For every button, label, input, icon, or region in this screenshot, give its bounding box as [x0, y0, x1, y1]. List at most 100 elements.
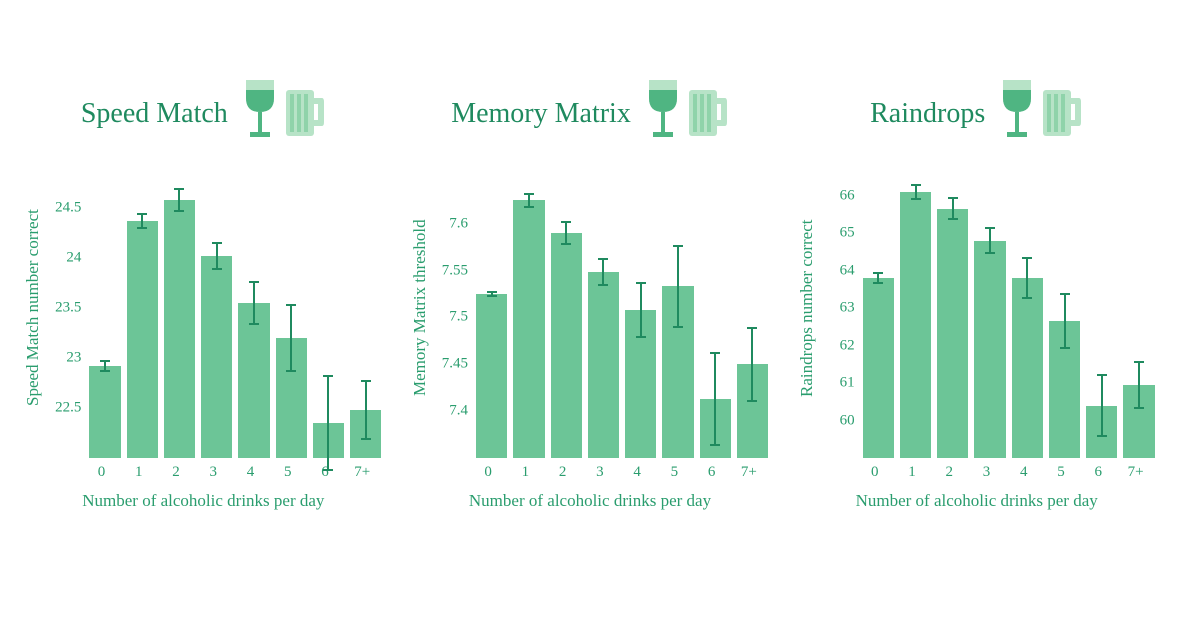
y-tick: 62 [840, 337, 855, 354]
bar [350, 410, 381, 458]
error-bar [1101, 374, 1103, 438]
bar [974, 241, 1005, 459]
error-bar [952, 197, 954, 220]
x-tick: 5 [1045, 464, 1076, 481]
error-bar [178, 188, 180, 212]
panel-title: Memory Matrix [451, 98, 631, 140]
panel-header: Raindrops [870, 60, 1083, 140]
y-tick: 61 [840, 375, 855, 392]
error-bar [1026, 257, 1028, 298]
x-tick: 3 [971, 464, 1002, 481]
x-tick: 6 [309, 464, 340, 481]
x-tick: 1 [510, 464, 541, 481]
bar [662, 286, 693, 458]
bar [1049, 321, 1080, 458]
error-bar [141, 213, 143, 229]
bar [313, 423, 344, 458]
x-tick: 6 [1083, 464, 1114, 481]
error-bar [565, 221, 567, 245]
error-bar [677, 245, 679, 328]
y-tick: 65 [840, 225, 855, 242]
panel-title: Speed Match [81, 98, 228, 140]
y-axis-label: Speed Match number correct [21, 158, 45, 458]
x-tick: 0 [86, 464, 117, 481]
wine-glass-icon [242, 78, 278, 140]
x-tick: 4 [622, 464, 653, 481]
panel-header: Memory Matrix [451, 60, 729, 140]
x-tick: 2 [934, 464, 965, 481]
chart: Speed Match number correct 22.52323.5242… [21, 158, 385, 511]
bar [164, 200, 195, 458]
error-bar [1138, 361, 1140, 410]
error-bar [216, 242, 218, 270]
y-axis-label: Memory Matrix threshold [408, 158, 432, 458]
bar [900, 192, 931, 458]
error-bar [290, 304, 292, 372]
panel-header: Speed Match [81, 60, 326, 140]
y-tick: 66 [840, 187, 855, 204]
panel-memory-matrix: Memory Matrix Memory Matri [407, 60, 774, 511]
x-axis-label: Number of alcoholic drinks per day [82, 491, 324, 511]
plot-area [859, 158, 1159, 458]
panels-row: Speed Match Speed Match nu [0, 0, 1180, 551]
y-ticks: 60616263646566 [819, 158, 859, 458]
x-tick: 1 [896, 464, 927, 481]
error-bar [1064, 293, 1066, 349]
bars [85, 158, 385, 458]
error-bar [327, 375, 329, 471]
error-bar [989, 227, 991, 253]
y-axis-label: Raindrops number correct [795, 158, 819, 458]
bar [551, 233, 582, 458]
x-ticks: 01234567+ [855, 458, 1155, 481]
bar [476, 294, 507, 458]
x-tick: 6 [696, 464, 727, 481]
bar [737, 364, 768, 458]
bar [201, 256, 232, 458]
y-tick: 23.5 [55, 300, 81, 317]
bars [472, 158, 772, 458]
y-tick: 7.45 [442, 356, 468, 373]
beer-mug-icon [687, 86, 729, 140]
y-tick: 60 [840, 412, 855, 429]
x-ticks: 0123456 7+ [469, 458, 769, 481]
chart: Raindrops number correct 60616263646566 … [795, 158, 1159, 511]
x-axis-label: Number of alcoholic drinks per day [469, 491, 711, 511]
bar [276, 338, 307, 458]
bar [127, 221, 158, 458]
panel-speed-match: Speed Match Speed Match nu [20, 60, 387, 511]
y-tick: 24.5 [55, 200, 81, 217]
beer-mug-icon [1041, 86, 1083, 140]
x-tick: 5 [659, 464, 690, 481]
y-ticks: 22.52323.52424.5 [45, 158, 85, 458]
x-tick: 0 [473, 464, 504, 481]
error-bar [104, 360, 106, 372]
bar [513, 200, 544, 458]
bar [1012, 278, 1043, 458]
wine-glass-icon [645, 78, 681, 140]
x-tick: 5 [272, 464, 303, 481]
bar [89, 366, 120, 458]
bar [937, 209, 968, 458]
error-bar [365, 380, 367, 440]
bars [859, 158, 1159, 458]
y-ticks: 7.47.457.57.557.6 [432, 158, 472, 458]
error-bar [751, 327, 753, 402]
x-tick: 7+ [347, 464, 378, 481]
drink-icons [645, 78, 729, 140]
x-tick: 2 [547, 464, 578, 481]
x-tick: 7+ [733, 464, 764, 481]
error-bar [915, 184, 917, 201]
bar [863, 278, 894, 458]
x-ticks: 01234567+ [82, 458, 382, 481]
x-tick: 7+ [1120, 464, 1151, 481]
x-tick: 4 [1008, 464, 1039, 481]
x-tick: 3 [584, 464, 615, 481]
y-tick: 63 [840, 300, 855, 317]
error-bar [714, 352, 716, 446]
bar [700, 399, 731, 458]
y-tick: 22.5 [55, 400, 81, 417]
beer-mug-icon [284, 86, 326, 140]
bar [588, 272, 619, 458]
y-tick: 7.4 [449, 403, 468, 420]
y-tick: 7.55 [442, 262, 468, 279]
